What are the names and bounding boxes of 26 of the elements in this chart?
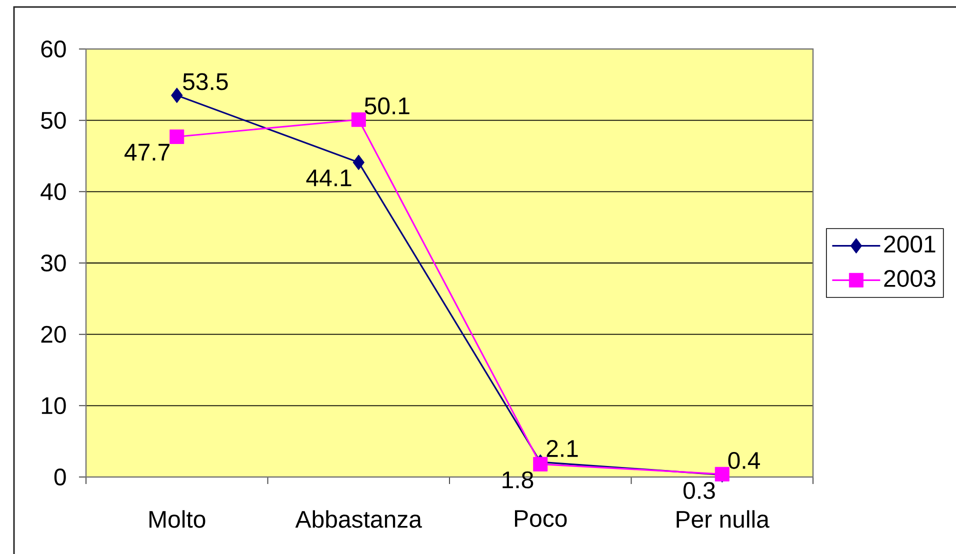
- point: [171, 88, 183, 104]
- point: [351, 112, 366, 127]
- legend-label: 2001: [884, 236, 936, 253]
- data-label: 47.7: [124, 144, 170, 160]
- y-tick-label: 10: [42, 397, 66, 414]
- data-label: 2.1: [546, 440, 578, 457]
- data-label: 0.4: [728, 452, 760, 469]
- data-label: 1.8: [502, 471, 534, 488]
- x-tick-label: Per nulla: [676, 510, 770, 528]
- point: [533, 456, 548, 472]
- y-tick-label: 40: [40, 183, 66, 200]
- y-tick-label: 30: [41, 254, 66, 272]
- x-tick-label: Molto: [150, 510, 206, 528]
- point: [352, 154, 365, 170]
- y-tick-label: 20: [41, 326, 66, 343]
- data-label: 53.5: [183, 73, 228, 90]
- x-tick-label: Abbastanza: [295, 510, 422, 528]
- y-tick-label: 0: [54, 468, 66, 486]
- data-label: 0.3: [684, 482, 715, 500]
- x-tick-label: Poco: [514, 510, 567, 527]
- data-label: 44.1: [306, 170, 352, 186]
- point: [170, 129, 184, 144]
- y-tick-label: 50: [41, 112, 66, 129]
- data-label: 50.1: [364, 97, 410, 114]
- legend-label: 2003: [884, 270, 936, 287]
- y-tick-label: 60: [41, 40, 66, 58]
